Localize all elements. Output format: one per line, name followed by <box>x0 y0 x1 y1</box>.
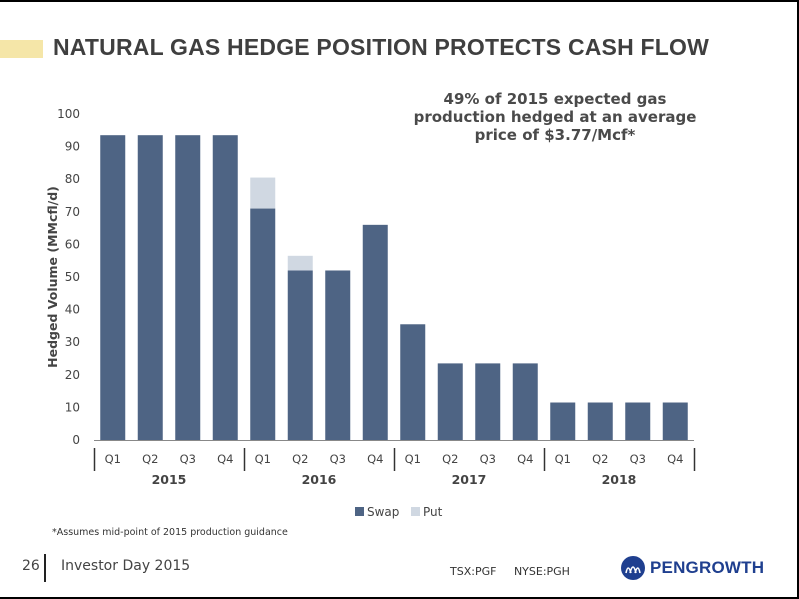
callout-line-2: production hedged at an average <box>413 108 697 126</box>
bar-swap <box>625 402 651 440</box>
bar-swap <box>137 135 163 440</box>
y-axis-label: Hedged Volume (MMcfl/d) <box>45 186 60 368</box>
x-tick-label: Q3 <box>330 452 346 466</box>
group-label: 2018 <box>602 472 637 487</box>
footnote: *Assumes mid-point of 2015 production gu… <box>52 527 288 538</box>
y-tick-label: 30 <box>65 335 80 349</box>
x-tick-label: Q3 <box>630 452 646 466</box>
bar-swap <box>512 363 538 440</box>
legend-label-put: Put <box>423 505 443 519</box>
hedge-callout: 49% of 2015 expected gas production hedg… <box>396 90 714 144</box>
bar-swap <box>550 402 576 440</box>
x-tick-label: Q2 <box>142 452 158 466</box>
bar-swap <box>175 135 201 440</box>
x-tick-label: Q1 <box>555 452 571 466</box>
x-tick-label: Q2 <box>592 452 608 466</box>
x-tick-label: Q1 <box>255 452 271 466</box>
bar-swap <box>587 402 613 440</box>
ticker-symbols: TSX:PGF NYSE:PGH <box>450 565 584 578</box>
y-tick-label: 100 <box>57 107 80 121</box>
bar-swap <box>437 363 463 440</box>
bar-swap <box>475 363 501 440</box>
y-tick-label: 0 <box>72 433 80 447</box>
y-tick-label: 80 <box>65 172 80 186</box>
legend-swatch-swap <box>355 507 364 516</box>
bar-put <box>250 177 276 209</box>
bar-swap <box>400 324 426 440</box>
frame-bottom-border <box>0 597 799 599</box>
legend-swatch-put <box>411 507 420 516</box>
bar-swap <box>100 135 126 440</box>
bar-swap <box>362 224 388 440</box>
x-tick-label: Q4 <box>667 452 683 466</box>
ticker-tsx: TSX:PGF <box>450 565 497 578</box>
x-tick-label: Q4 <box>217 452 233 466</box>
bar-swap <box>212 135 238 440</box>
x-tick-label: Q4 <box>517 452 533 466</box>
group-label: 2017 <box>452 472 487 487</box>
event-name: Investor Day 2015 <box>61 558 191 574</box>
slide-title: NATURAL GAS HEDGE POSITION PROTECTS CASH… <box>53 34 709 60</box>
logo-text: PENGROWTH <box>650 558 765 577</box>
title-accent-bar <box>0 40 43 58</box>
bar-swap <box>287 270 313 440</box>
callout-line-3: price of $3.77/Mcf* <box>474 126 636 144</box>
group-label: 2015 <box>152 472 187 487</box>
frame-right-border <box>797 0 799 599</box>
page-number: 26 <box>22 558 40 574</box>
callout-line-1: 49% of 2015 expected gas <box>443 90 667 108</box>
bar-put <box>287 255 313 271</box>
y-tick-label: 20 <box>65 368 80 382</box>
company-logo: PENGROWTH <box>620 554 764 582</box>
x-tick-label: Q3 <box>180 452 196 466</box>
y-tick-label: 60 <box>65 237 80 251</box>
bar-swap <box>325 270 351 440</box>
y-tick-label: 50 <box>65 270 80 284</box>
frame-top-border <box>0 0 799 2</box>
ticker-nyse: NYSE:PGH <box>513 565 570 578</box>
y-tick-label: 70 <box>65 205 80 219</box>
y-tick-label: 10 <box>65 400 80 414</box>
x-tick-label: Q1 <box>105 452 121 466</box>
x-tick-label: Q4 <box>367 452 383 466</box>
page-separator <box>44 554 46 582</box>
bar-swap <box>662 402 688 440</box>
legend-label-swap: Swap <box>367 505 399 519</box>
x-tick-label: Q2 <box>292 452 308 466</box>
group-label: 2016 <box>302 472 337 487</box>
y-tick-label: 90 <box>65 140 80 154</box>
x-tick-label: Q2 <box>442 452 458 466</box>
x-tick-label: Q1 <box>405 452 421 466</box>
bar-swap <box>250 208 276 440</box>
x-tick-label: Q3 <box>480 452 496 466</box>
y-tick-label: 40 <box>65 303 80 317</box>
pengrowth-logo-icon <box>621 556 645 580</box>
